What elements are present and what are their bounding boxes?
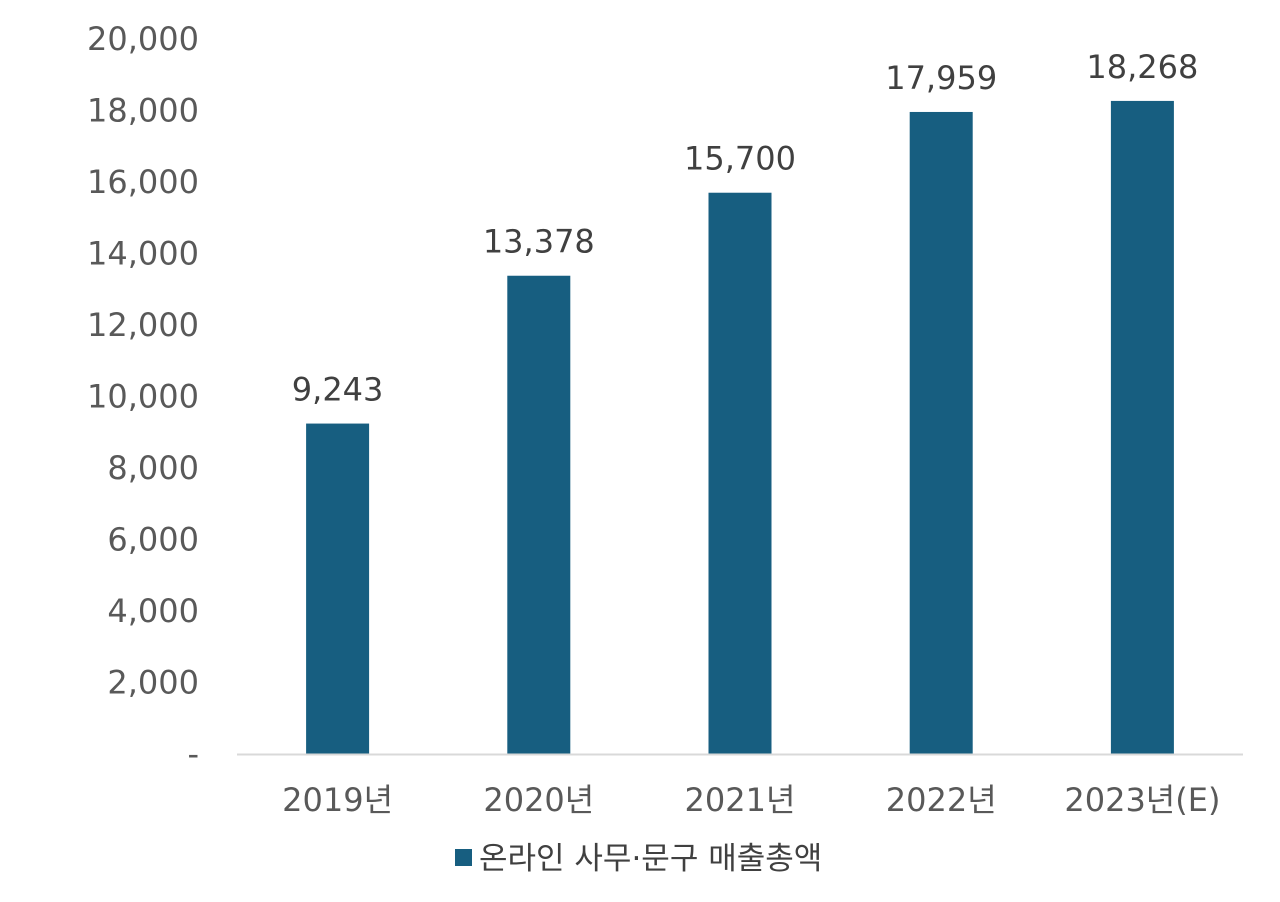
y-tick-label: 12,000 bbox=[87, 306, 199, 344]
bar bbox=[507, 275, 571, 754]
y-tick-label: 6,000 bbox=[107, 521, 199, 559]
y-tick-label: 8,000 bbox=[107, 449, 199, 487]
x-tick-label: 2019년 bbox=[282, 781, 393, 819]
y-axis-tick-labels: - 2,000 4,000 6,000 8,000 10,000 12,000 14,000 1… bbox=[87, 20, 199, 773]
y-tick-label: 20,000 bbox=[87, 20, 199, 58]
y-tick-label: 14,000 bbox=[87, 235, 199, 273]
legend: 온라인 사무·문구 매출총액 bbox=[455, 841, 822, 877]
x-tick-label: 2021년 bbox=[685, 781, 796, 819]
bar bbox=[306, 423, 370, 754]
y-tick-label: 4,000 bbox=[107, 592, 199, 630]
data-labels: 9,243 13,378 15,700 17,959 18,268 bbox=[292, 48, 1199, 409]
legend-label: 온라인 사무·문구 매출총액 bbox=[479, 841, 822, 877]
data-label: 15,700 bbox=[684, 140, 796, 178]
x-axis-tick-labels: 2019년 2020년 2021년 2022년 2023년(E) bbox=[282, 781, 1220, 819]
y-tick-label: - bbox=[187, 735, 199, 773]
x-tick-label: 2020년 bbox=[483, 781, 594, 819]
bar bbox=[708, 192, 772, 755]
y-tick-label: 18,000 bbox=[87, 92, 199, 130]
x-tick-label: 2023년(E) bbox=[1064, 781, 1220, 819]
data-label: 9,243 bbox=[292, 371, 384, 409]
legend-swatch bbox=[455, 849, 472, 866]
y-tick-label: 16,000 bbox=[87, 163, 199, 201]
data-label: 13,378 bbox=[483, 223, 595, 261]
bar bbox=[1110, 100, 1174, 754]
y-tick-label: 10,000 bbox=[87, 378, 199, 416]
y-tick-label: 2,000 bbox=[107, 664, 199, 702]
bar-series bbox=[306, 100, 1174, 755]
data-label: 17,959 bbox=[885, 59, 997, 97]
bar bbox=[909, 111, 973, 754]
data-label: 18,268 bbox=[1086, 48, 1198, 86]
x-tick-label: 2022년 bbox=[886, 781, 997, 819]
